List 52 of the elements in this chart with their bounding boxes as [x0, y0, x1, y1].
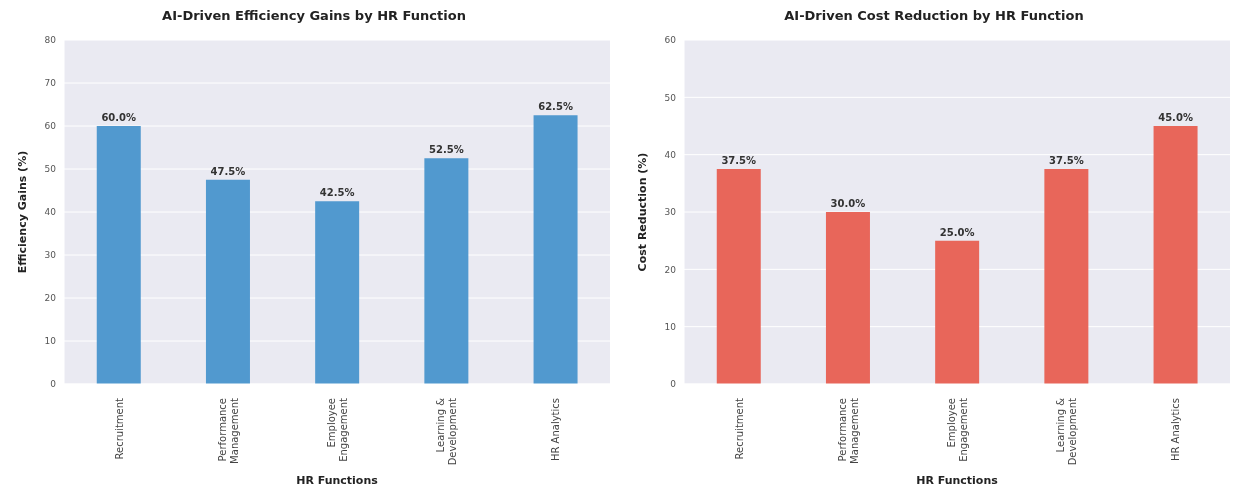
y-axis-title: Efficiency Gains (%) [15, 150, 29, 274]
y-tick-label: 70 [44, 78, 57, 89]
data-label: 30.0% [830, 198, 866, 209]
y-tick-label: 30 [664, 207, 677, 218]
y-tick-label: 30 [44, 250, 57, 261]
data-label: 62.5% [538, 101, 573, 113]
data-label: 52.5% [429, 144, 464, 156]
data-label: 37.5% [1049, 155, 1084, 166]
y-tick-label: 10 [664, 321, 677, 332]
y-tick-label: 50 [44, 164, 57, 175]
data-label: 45.0% [1158, 112, 1193, 123]
bar [1044, 169, 1089, 384]
x-axis-title: HR Functions [916, 474, 999, 487]
y-tick-label: 60 [44, 121, 57, 132]
bar [716, 169, 761, 384]
y-tick-label: 0 [670, 379, 677, 390]
x-tick-label: Performance Management [836, 397, 860, 464]
data-label: 25.0% [939, 226, 975, 238]
bar [825, 212, 870, 384]
bar [315, 201, 360, 384]
x-tick-label: Recruitment [733, 397, 745, 460]
x-tick-label: HR Analytics [550, 398, 562, 462]
y-tick-label: 20 [44, 293, 57, 304]
data-label: 60.0% [101, 112, 137, 123]
x-tick-label: Learning & Development [1055, 397, 1079, 466]
x-tick-label: HR Analytics [1170, 398, 1182, 462]
x-tick-label: Employee Engagement [326, 397, 349, 462]
y-tick-label: 40 [44, 207, 57, 218]
x-tick-label: Recruitment [113, 397, 125, 460]
bar [205, 179, 250, 384]
bar [424, 158, 469, 384]
y-tick-label: 10 [44, 336, 57, 347]
bar [935, 240, 980, 384]
x-axis-title: HR Functions [296, 474, 379, 487]
data-label: 42.5% [319, 187, 355, 199]
chart-title: AI-Driven Cost Reduction by HR Function [783, 8, 1085, 25]
bar [96, 126, 141, 384]
y-tick-label: 60 [664, 35, 677, 46]
y-tick-label: 80 [44, 35, 57, 46]
y-tick-label: 0 [50, 379, 57, 390]
chart-title: AI-Driven Efficiency Gains by HR Function [161, 8, 467, 25]
data-label: 47.5% [210, 165, 246, 177]
data-label: 37.5% [721, 155, 757, 166]
y-tick-label: 40 [664, 149, 677, 160]
x-tick-label: Learning & Development [435, 397, 459, 466]
x-tick-label: Employee Engagement [946, 397, 969, 462]
y-tick-label: 20 [664, 264, 677, 275]
bar [1153, 126, 1198, 384]
y-tick-label: 50 [664, 92, 677, 103]
y-axis-title: Cost Reduction (%) [635, 152, 649, 272]
bar [533, 115, 578, 384]
x-tick-label: Performance Management [216, 397, 240, 464]
